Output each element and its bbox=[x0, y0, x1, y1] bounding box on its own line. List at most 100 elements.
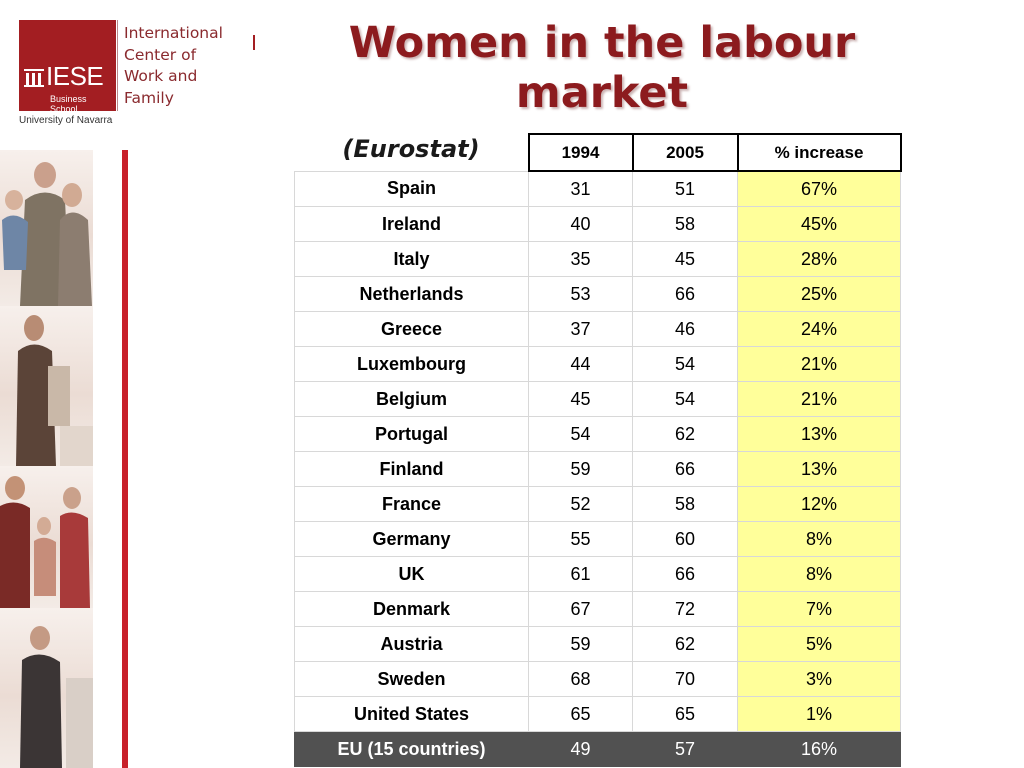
value-2005-cell: 65 bbox=[632, 696, 738, 732]
increase-cell: 7% bbox=[737, 591, 901, 627]
value-2005-cell: 66 bbox=[632, 556, 738, 592]
increase-cell: 13% bbox=[737, 451, 901, 487]
value-1994-cell: 67 bbox=[528, 591, 633, 627]
header-blank-cell bbox=[294, 134, 529, 172]
country-cell: Greece bbox=[294, 311, 529, 347]
university-label: University of Navarra bbox=[19, 115, 113, 126]
value-1994-cell: 55 bbox=[528, 521, 633, 557]
value-1994-cell: 37 bbox=[528, 311, 633, 347]
increase-cell: 25% bbox=[737, 276, 901, 312]
table-row: Ireland 40 58 45% bbox=[294, 206, 901, 242]
value-1994-cell: 40 bbox=[528, 206, 633, 242]
value-2005-cell: 66 bbox=[632, 451, 738, 487]
table-row: United States 65 65 1% bbox=[294, 696, 901, 732]
value-2005-cell: 62 bbox=[632, 416, 738, 452]
total-row: EU (15 countries) 49 57 16% bbox=[294, 731, 901, 767]
country-cell: Sweden bbox=[294, 661, 529, 697]
value-2005-cell: 57 bbox=[632, 731, 738, 767]
value-1994-cell: 45 bbox=[528, 381, 633, 417]
slide-title: Women in the labour market bbox=[348, 18, 856, 118]
table-row: Netherlands 53 66 25% bbox=[294, 276, 901, 312]
value-1994-cell: 54 bbox=[528, 416, 633, 452]
table-row: Denmark 67 72 7% bbox=[294, 591, 901, 627]
labour-table: 1994 2005 % increase Spain 31 51 67% Ireland… bbox=[294, 133, 902, 767]
logo-divider bbox=[117, 20, 118, 111]
value-2005-cell: 62 bbox=[632, 626, 738, 662]
table-row: Germany 55 60 8% bbox=[294, 521, 901, 557]
country-cell: Finland bbox=[294, 451, 529, 487]
table-row: Portugal 54 62 13% bbox=[294, 416, 901, 452]
logo-wordmark: IESE bbox=[46, 61, 104, 91]
table-row: UK 61 66 8% bbox=[294, 556, 901, 592]
value-1994-cell: 61 bbox=[528, 556, 633, 592]
increase-cell: 5% bbox=[737, 626, 901, 662]
header-1994: 1994 bbox=[527, 133, 634, 172]
value-2005-cell: 54 bbox=[632, 381, 738, 417]
increase-cell: 67% bbox=[737, 170, 901, 207]
country-cell: Spain bbox=[294, 170, 529, 207]
value-2005-cell: 70 bbox=[632, 661, 738, 697]
value-2005-cell: 58 bbox=[632, 206, 738, 242]
increase-cell: 24% bbox=[737, 311, 901, 347]
value-1994-cell: 49 bbox=[528, 731, 633, 767]
header-2005: 2005 bbox=[631, 133, 739, 172]
table-row: Belgium 45 54 21% bbox=[294, 381, 901, 417]
value-2005-cell: 66 bbox=[632, 276, 738, 312]
value-1994-cell: 35 bbox=[528, 241, 633, 277]
value-1994-cell: 59 bbox=[528, 626, 633, 662]
iese-logo: IESE Business School bbox=[19, 20, 116, 114]
logo-subtitle: Business School bbox=[50, 94, 87, 114]
value-1994-cell: 65 bbox=[528, 696, 633, 732]
increase-cell: 28% bbox=[737, 241, 901, 277]
increase-cell: 8% bbox=[737, 556, 901, 592]
accent-bar bbox=[122, 150, 128, 768]
country-cell: Germany bbox=[294, 521, 529, 557]
country-cell: Luxembourg bbox=[294, 346, 529, 382]
header-tick bbox=[253, 35, 255, 50]
table-row: Italy 35 45 28% bbox=[294, 241, 901, 277]
value-1994-cell: 44 bbox=[528, 346, 633, 382]
country-cell: France bbox=[294, 486, 529, 522]
header-increase: % increase bbox=[736, 133, 902, 172]
center-name-line: Family bbox=[124, 88, 174, 107]
table-row: Greece 37 46 24% bbox=[294, 311, 901, 347]
increase-cell: 16% bbox=[737, 731, 901, 767]
iese-emblem-icon bbox=[24, 69, 44, 87]
center-name-line: Work and bbox=[124, 67, 198, 85]
value-1994-cell: 52 bbox=[528, 486, 633, 522]
table-row: Sweden 68 70 3% bbox=[294, 661, 901, 697]
table-row: Luxembourg 44 54 21% bbox=[294, 346, 901, 382]
value-2005-cell: 58 bbox=[632, 486, 738, 522]
country-cell: Denmark bbox=[294, 591, 529, 627]
increase-cell: 8% bbox=[737, 521, 901, 557]
table-row: Austria 59 62 5% bbox=[294, 626, 901, 662]
country-cell: UK bbox=[294, 556, 529, 592]
country-cell: EU (15 countries) bbox=[294, 731, 529, 767]
woman-home-photo bbox=[0, 608, 93, 768]
increase-cell: 21% bbox=[737, 346, 901, 382]
value-1994-cell: 68 bbox=[528, 661, 633, 697]
country-cell: Belgium bbox=[294, 381, 529, 417]
center-name: International Center of Work and Family bbox=[124, 23, 249, 109]
table-row: Spain 31 51 67% bbox=[294, 170, 901, 207]
increase-cell: 13% bbox=[737, 416, 901, 452]
center-name-line: Center of bbox=[124, 45, 197, 64]
country-cell: Italy bbox=[294, 241, 529, 277]
parent-child-photo bbox=[0, 306, 93, 466]
country-cell: Portugal bbox=[294, 416, 529, 452]
center-name-line: International bbox=[124, 24, 223, 42]
family-photo bbox=[0, 150, 93, 306]
table-header-row: 1994 2005 % increase bbox=[294, 133, 902, 172]
increase-cell: 1% bbox=[737, 696, 901, 732]
increase-cell: 21% bbox=[737, 381, 901, 417]
value-1994-cell: 31 bbox=[528, 170, 633, 207]
increase-cell: 3% bbox=[737, 661, 901, 697]
country-cell: Netherlands bbox=[294, 276, 529, 312]
value-2005-cell: 60 bbox=[632, 521, 738, 557]
value-2005-cell: 51 bbox=[632, 170, 738, 207]
kitchen-family-photo bbox=[0, 466, 93, 608]
increase-cell: 45% bbox=[737, 206, 901, 242]
country-cell: Ireland bbox=[294, 206, 529, 242]
value-1994-cell: 59 bbox=[528, 451, 633, 487]
value-2005-cell: 45 bbox=[632, 241, 738, 277]
